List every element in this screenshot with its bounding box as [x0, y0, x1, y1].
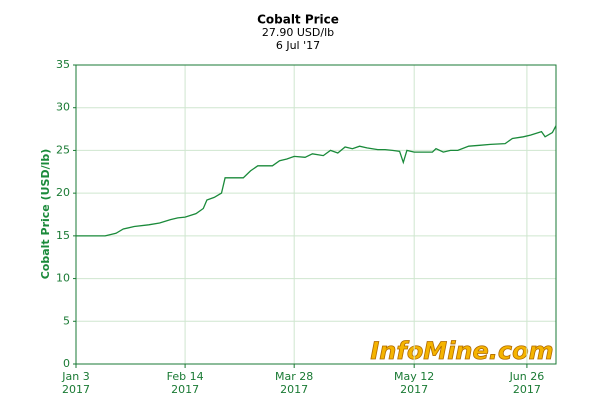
x-tick-label: Jun 26 [509, 370, 545, 383]
x-tick-label: 2017 [400, 383, 428, 396]
watermark: InfoMine.com [370, 337, 553, 365]
x-tick-label: May 12 [394, 370, 434, 383]
x-tick-label: 2017 [513, 383, 541, 396]
x-tick-label: Feb 14 [167, 370, 204, 383]
chart-subtitle: 27.90 USD/lb [262, 26, 334, 39]
grid [75, 64, 556, 365]
y-tick-label: 30 [56, 101, 70, 114]
x-tick-label: 2017 [62, 383, 90, 396]
y-tick-label: 35 [56, 58, 70, 71]
x-tick-label: Mar 28 [275, 370, 313, 383]
y-tick-label: 5 [63, 314, 70, 327]
x-tick-label: 2017 [280, 383, 308, 396]
chart-title: Cobalt Price [257, 13, 339, 27]
chart-date: 6 Jul '17 [276, 39, 320, 52]
x-tick-label: Jan 3 [61, 370, 89, 383]
y-axis-label: Cobalt Price (USD/lb) [39, 149, 52, 280]
y-tick-label: 25 [56, 143, 70, 156]
x-tick-label: 2017 [171, 383, 199, 396]
y-tick-label: 10 [56, 272, 70, 285]
price-line [76, 125, 557, 237]
y-tick-label: 20 [56, 186, 70, 199]
y-tick-label: 15 [56, 229, 70, 242]
y-tick-label: 0 [63, 357, 70, 370]
plot-area [75, 64, 557, 365]
